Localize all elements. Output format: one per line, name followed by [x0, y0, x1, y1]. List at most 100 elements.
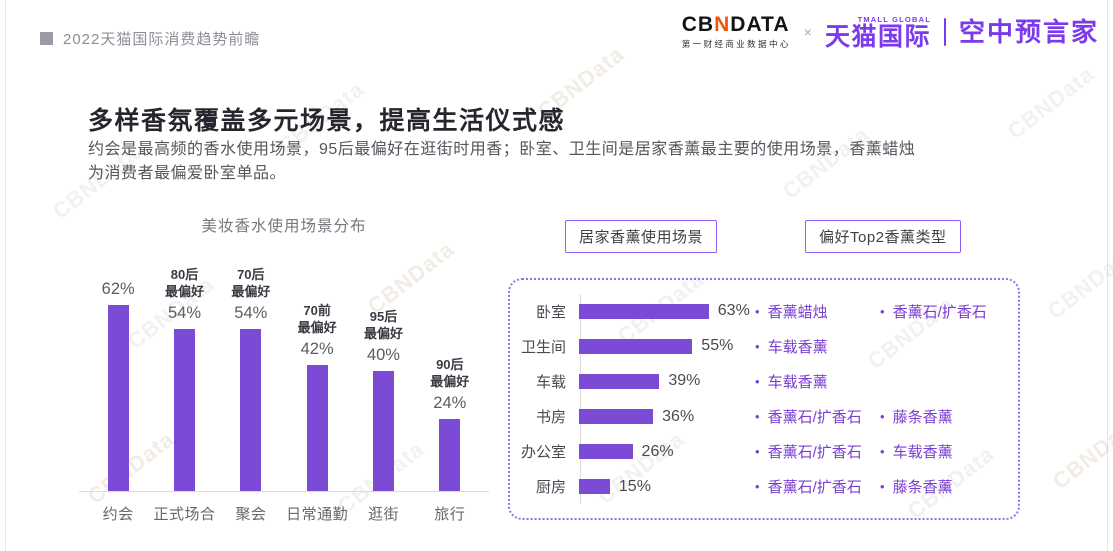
scene-label: 车载 — [535, 373, 566, 391]
home-chart-axis — [580, 294, 581, 504]
scene-bar-cell: 39% — [575, 372, 755, 390]
category-label: 逛街 — [367, 506, 399, 523]
body-line-2: 为消费者最偏爱卧室单品。 — [88, 165, 287, 182]
bar-value-label: 40% — [366, 346, 400, 364]
cbndata-logo: CBNDATA 第一财经商业数据中心 — [682, 14, 791, 50]
scene-label: 书房 — [535, 409, 566, 427]
bullet-dot-icon: • — [755, 409, 760, 425]
scene-value-label: 26% — [641, 442, 674, 460]
bullet-dot-icon: • — [755, 479, 760, 495]
brand-logos: CBNDATA 第一财经商业数据中心 × TMALL GLOBAL 天猫国际 空… — [682, 14, 1099, 50]
perfume-bar-column: 80后 最偏好 54% — [151, 266, 217, 491]
top-type-label: 车载香薰 — [767, 373, 828, 391]
generation-annotation: 80后 最偏好 — [164, 266, 204, 300]
bullet-dot-icon: • — [755, 444, 760, 460]
bar-value-label: 24% — [433, 394, 467, 412]
scene-bar — [579, 338, 693, 354]
breadcrumb: 2022天猫国际消费趋势前瞻 — [63, 31, 261, 48]
bullet-dot-icon: • — [755, 373, 760, 389]
tmall-global-label: TMALL GLOBAL — [857, 14, 931, 24]
home-scent-row: 卧室 63% • 香薰蜡烛 • 香薰石/扩香石 — [510, 297, 1018, 325]
body-line-1: 约会是最高频的香水使用场景，95后最偏好在逛街时用香；卧室、卫生间是居家香薰最主… — [88, 141, 916, 158]
tmall-global-logo: TMALL GLOBAL 天猫国际 — [825, 15, 931, 50]
perfume-chart-title: 美妆香水使用场景分布 — [201, 218, 367, 235]
top-type-item: • 香薰石/扩香石 — [880, 301, 1018, 322]
home-scent-row: 卫生间 55% • 车载香薰 — [510, 332, 1018, 360]
home-scent-panel: 卧室 63% • 香薰蜡烛 • 香薰石/扩香石 卫生间 55% • 车载香薰 车载 39% • 车载香薰书… — [508, 278, 1020, 520]
bar-value-label: 54% — [234, 304, 268, 322]
perfume-bar-column: 70前 最偏好 42% — [284, 302, 350, 491]
tmall-name: 天猫国际 — [824, 22, 931, 51]
scene-value-label: 63% — [717, 302, 750, 319]
category-label: 日常通勤 — [286, 506, 349, 523]
scene-label: 卧室 — [535, 303, 566, 321]
campaign-logo: 空中预言家 — [958, 17, 1099, 47]
perfume-bar — [306, 365, 328, 491]
home-usage-header-box: 居家香薰使用场景 — [565, 220, 718, 253]
page-edge-right — [1107, 0, 1108, 551]
bullet-dot-icon: • — [880, 409, 885, 425]
category-label: 旅行 — [434, 506, 466, 523]
cbndata-watermark: CBNData — [1047, 411, 1113, 494]
cbndata-wordmark: CBNDATA — [682, 14, 790, 35]
scene-bar-cell: 63% — [575, 302, 755, 320]
top-type-item: • 藤条香薰 — [880, 406, 1018, 427]
times-symbol: × — [803, 24, 812, 40]
scene-value-label: 36% — [662, 407, 695, 425]
top-type-label: 香薰石/扩香石 — [767, 479, 862, 497]
perfume-bar-column: 90后 最偏好 24% — [417, 356, 483, 491]
scene-bar — [579, 479, 610, 495]
scene-bar — [579, 303, 709, 319]
top2-types-header-box: 偏好Top2香薰类型 — [805, 220, 961, 253]
top-type-label: 车载香薰 — [892, 444, 953, 462]
scene-bar-cell: 36% — [575, 408, 755, 426]
top-type-item: • 车载香薰 — [755, 371, 880, 392]
bar-value-label: 54% — [167, 304, 201, 322]
page-edge-left — [5, 0, 6, 551]
category-label: 聚会 — [235, 506, 267, 523]
page-title: 多样香氛覆盖多元场景，提高生活仪式感 — [88, 106, 566, 135]
generation-annotation: 90后 最偏好 — [430, 356, 470, 390]
bullet-dot-icon: • — [755, 338, 760, 354]
header-square-icon — [40, 32, 53, 45]
home-scent-row: 书房 36% • 香薰石/扩香石 • 藤条香薰 — [510, 403, 1018, 431]
top-type-label: 藤条香薰 — [892, 409, 953, 427]
scene-label: 厨房 — [535, 479, 566, 497]
cbndata-suffix: DATA — [730, 13, 790, 36]
scene-value-label: 39% — [668, 372, 701, 390]
top-type-item: • 藤条香薰 — [880, 476, 1018, 497]
perfume-chart-baseline — [79, 491, 489, 492]
perfume-chart-categories: 约会 正式场合 聚会 日常通勤 逛街 旅行 — [85, 503, 483, 524]
generation-annotation: 95后 最偏好 — [363, 308, 403, 342]
logo-divider — [943, 18, 946, 46]
bullet-dot-icon: • — [880, 303, 885, 319]
cbndata-prefix: CB — [681, 13, 715, 36]
scene-bar — [579, 373, 660, 389]
scene-bar — [579, 444, 633, 460]
top-type-item: • 香薰石/扩香石 — [755, 406, 880, 427]
bullet-dot-icon: • — [755, 303, 760, 319]
scene-value-label: 15% — [618, 477, 651, 495]
perfume-bar — [173, 329, 195, 491]
scene-bar-cell: 26% — [575, 443, 755, 461]
cbndata-tagline: 第一财经商业数据中心 — [681, 39, 791, 49]
top-type-item: • 香薰石/扩香石 — [755, 441, 880, 462]
home-scent-row: 办公室 26% • 香薰石/扩香石 • 车载香薰 — [510, 438, 1018, 466]
slide-header: 2022天猫国际消费趋势前瞻 — [40, 28, 260, 49]
top-type-label: 香薰蜡烛 — [767, 303, 828, 321]
generation-annotation: 70后 最偏好 — [231, 266, 271, 300]
generation-annotation: 70前 最偏好 — [297, 302, 337, 336]
category-label: 约会 — [102, 506, 134, 523]
bar-value-label: 42% — [300, 340, 334, 358]
top-type-label: 藤条香薰 — [892, 479, 953, 497]
cbndata-watermark: CBNData — [1002, 61, 1099, 144]
cbndata-watermark: CBNData — [1042, 241, 1113, 324]
home-chart-rows: 卧室 63% • 香薰蜡烛 • 香薰石/扩香石 卫生间 55% • 车载香薰 车载 39% • 车载香薰书… — [510, 297, 1018, 501]
scene-bar — [579, 409, 654, 425]
perfume-bar — [439, 419, 461, 491]
home-scent-row: 车载 39% • 车载香薰 — [510, 367, 1018, 395]
top-type-item: • 香薰蜡烛 — [755, 301, 880, 322]
top-type-label: 香薰石/扩香石 — [767, 409, 862, 427]
page-body-text: 约会是最高频的香水使用场景，95后最偏好在逛街时用香；卧室、卫生间是居家香薰最主… — [88, 138, 1068, 186]
perfume-bar — [372, 371, 394, 491]
